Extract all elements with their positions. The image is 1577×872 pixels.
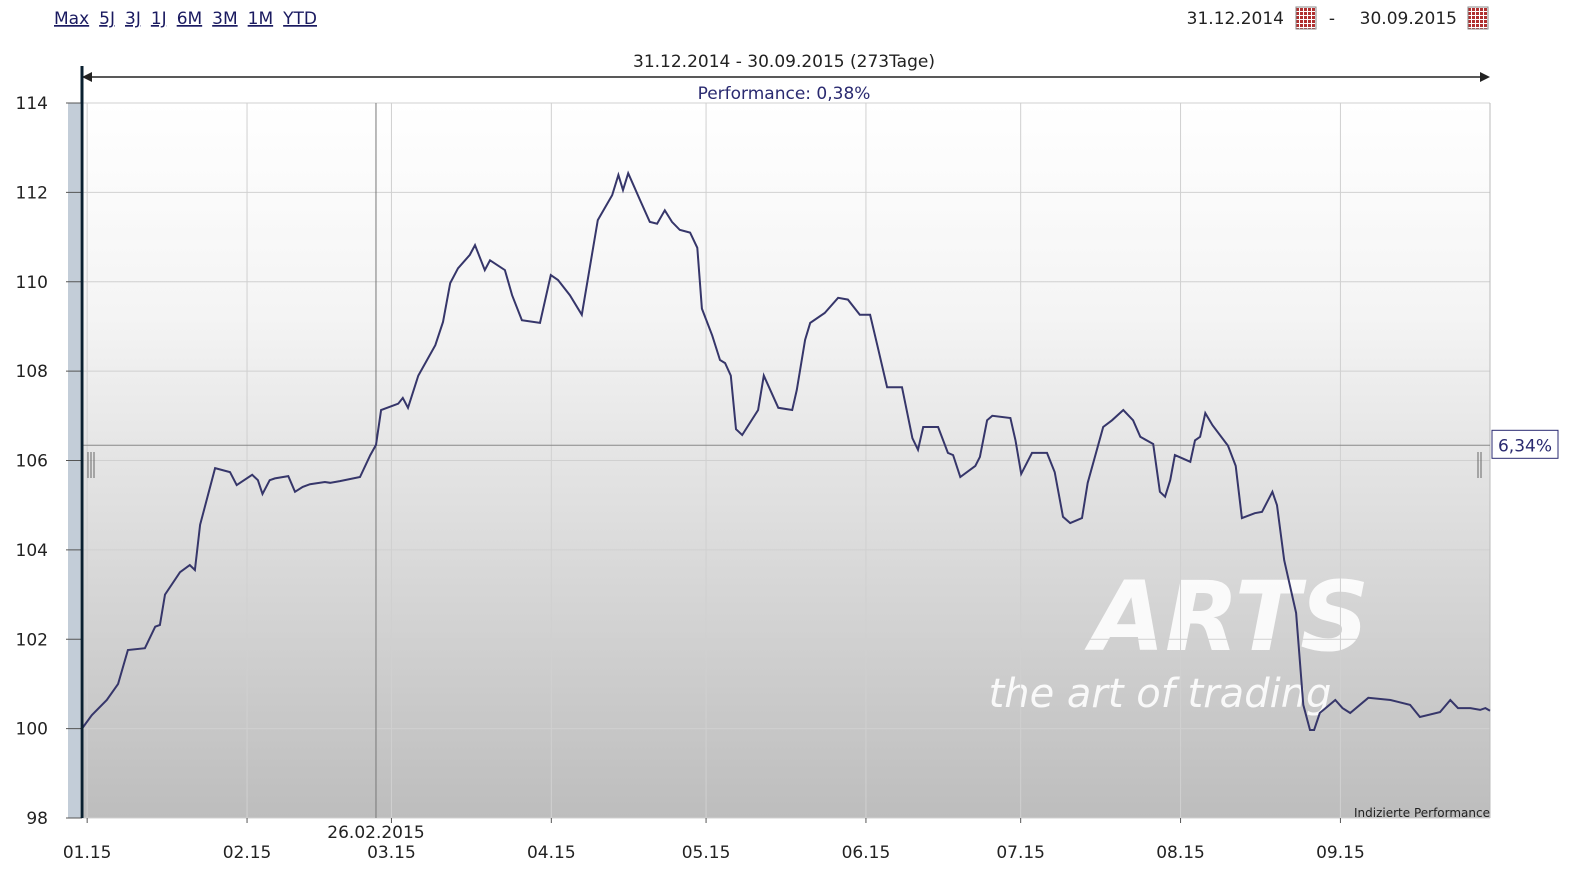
y-tick-label: 102 bbox=[16, 630, 48, 650]
y-tick-label: 108 bbox=[16, 362, 48, 382]
date-to[interactable]: 30.09.2015 bbox=[1360, 9, 1457, 29]
x-tick-label: 02.15 bbox=[223, 843, 272, 863]
watermark-brand: ARTS bbox=[1084, 561, 1370, 673]
x-tick-label: 08.15 bbox=[1156, 843, 1205, 863]
x-tick-label: 07.15 bbox=[996, 843, 1045, 863]
calendar-icon[interactable] bbox=[1467, 6, 1489, 30]
x-tick-label: 06.15 bbox=[842, 843, 891, 863]
y-tick-label: 114 bbox=[16, 94, 48, 114]
x-tick-label: 03.15 bbox=[367, 843, 416, 863]
range-link[interactable]: 1M bbox=[248, 9, 273, 29]
reference-label: 6,34% bbox=[1498, 436, 1552, 456]
date-marker-label: 26.02.2015 bbox=[327, 823, 424, 843]
y-tick-label: 112 bbox=[16, 183, 48, 203]
range-link[interactable]: Max bbox=[54, 9, 89, 29]
y-tick-label: 104 bbox=[16, 541, 48, 561]
range-link[interactable]: 3J bbox=[125, 9, 141, 29]
handle bbox=[87, 452, 1482, 478]
range-link[interactable]: 3M bbox=[212, 9, 237, 29]
range-link[interactable]: 5J bbox=[99, 9, 115, 29]
series-name: Indizierte Performance bbox=[1354, 806, 1490, 820]
range-link[interactable]: YTD bbox=[282, 9, 317, 29]
series-line bbox=[81, 170, 1491, 731]
x-tick-label: 09.15 bbox=[1316, 843, 1365, 863]
y-tick-label: 106 bbox=[16, 452, 48, 472]
chart-subtitle: Performance: 0,38% bbox=[698, 84, 871, 104]
x-tick-label: 01.15 bbox=[63, 843, 112, 863]
y-tick-label: 110 bbox=[16, 273, 48, 293]
chart-title: 31.12.2014 - 30.09.2015 (273Tage) bbox=[633, 52, 935, 72]
y-tick-label: 98 bbox=[26, 809, 48, 829]
watermark-slogan: the art of trading bbox=[989, 671, 1332, 717]
reference-label-box bbox=[1491, 429, 1559, 459]
range-link[interactable]: 6M bbox=[177, 9, 202, 29]
range-link[interactable]: 1J bbox=[151, 9, 167, 29]
date-from[interactable]: 31.12.2014 bbox=[1187, 9, 1284, 29]
x-tick-label: 05.15 bbox=[682, 843, 731, 863]
x-tick-label: 04.15 bbox=[527, 843, 576, 863]
calendar-icon[interactable] bbox=[1295, 6, 1317, 30]
y-tick-label: 100 bbox=[16, 720, 48, 740]
date-separator: - bbox=[1329, 9, 1335, 29]
